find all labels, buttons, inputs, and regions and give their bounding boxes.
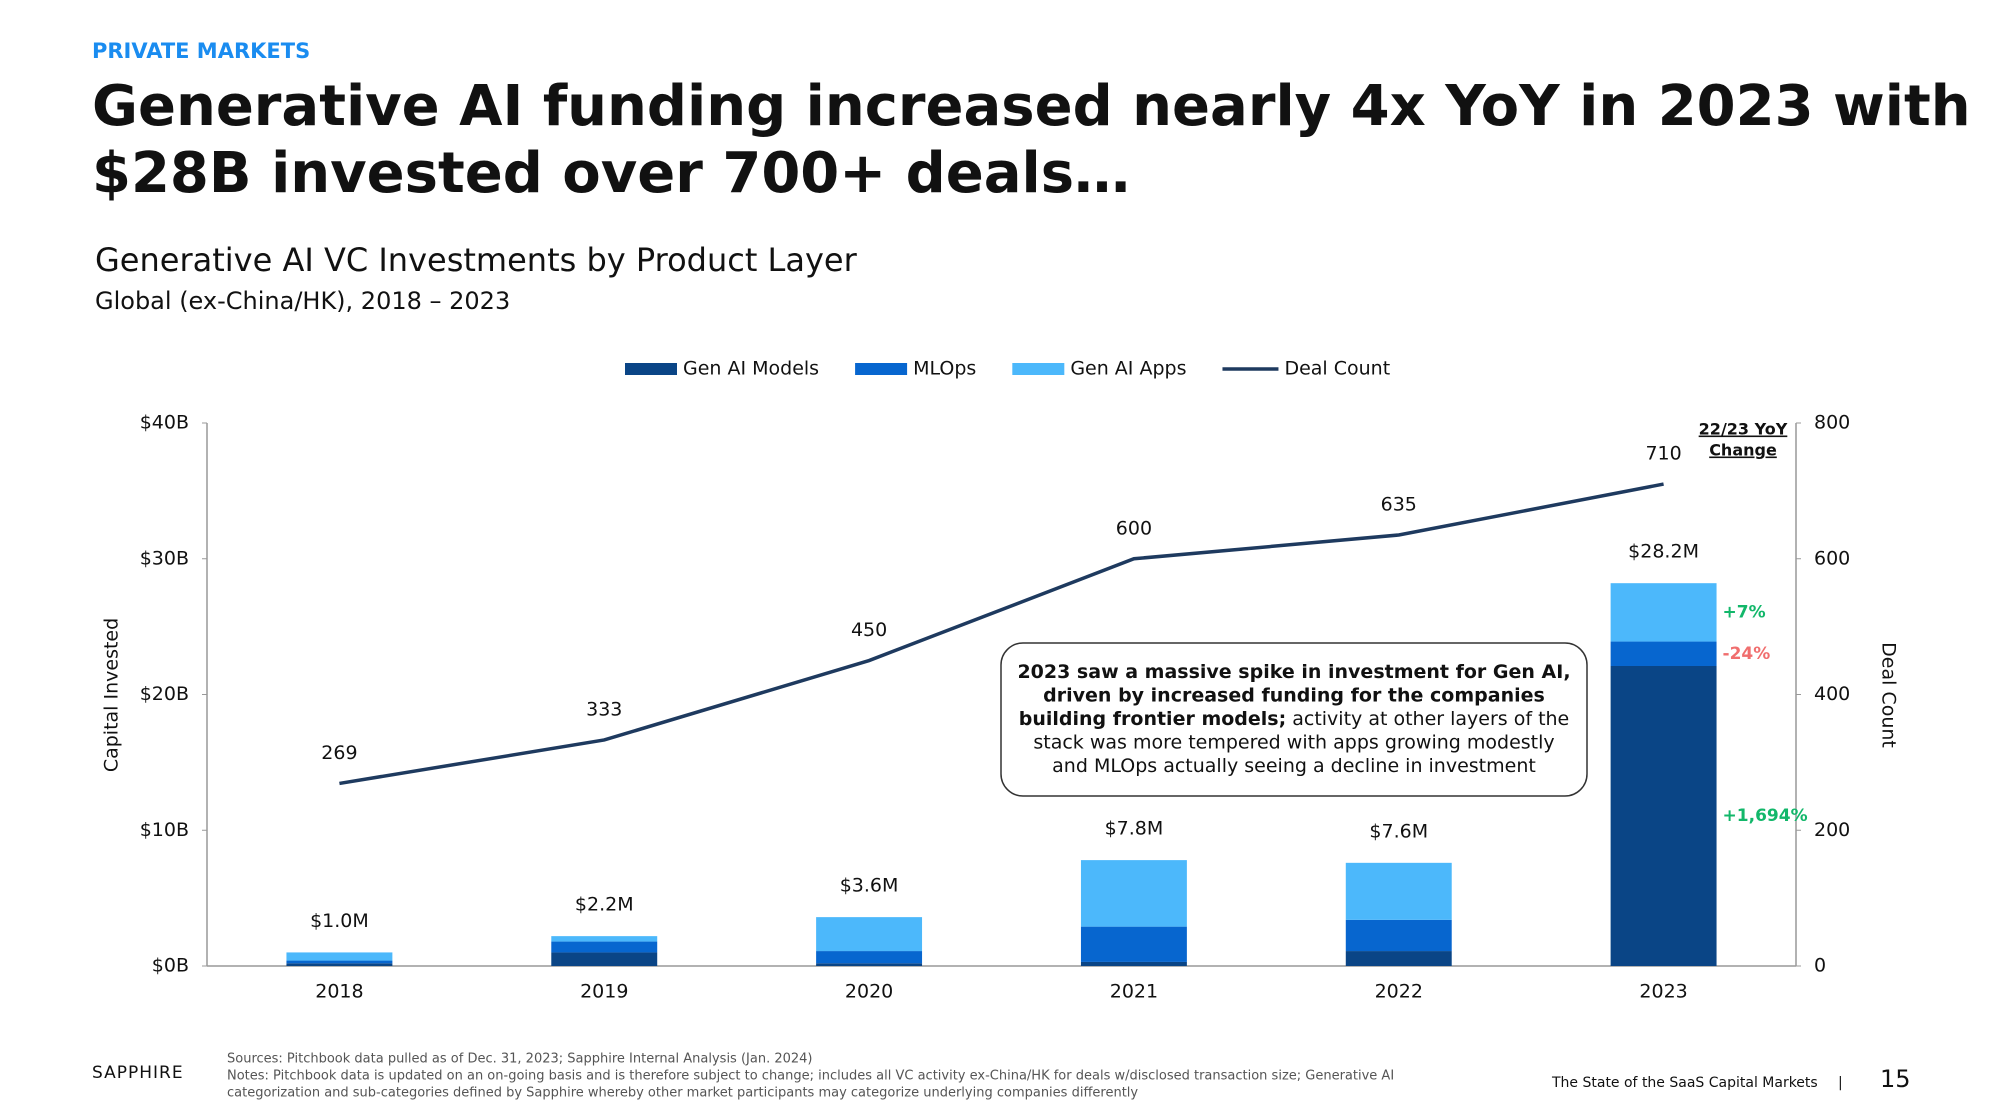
y2-tick-label: 800 [1814, 412, 1850, 434]
legend-label: Deal Count [1284, 358, 1390, 380]
yoy-header: Change [1709, 441, 1777, 460]
yoy-header: 22/23 YoY [1699, 420, 1788, 439]
total-label: $7.8M [1105, 818, 1164, 840]
title-line: Generative AI funding increased nearly 4… [92, 74, 1971, 139]
bar-segment [286, 952, 393, 961]
footnote: Notes: Pitchbook data is updated on an o… [227, 1069, 1394, 1084]
bar-segment [1080, 961, 1187, 966]
callout-segment: 2023 saw a massive spike in investment f… [1017, 661, 1570, 683]
x-tick-label: 2020 [845, 981, 893, 1003]
y2-tick-label: 600 [1814, 547, 1850, 569]
y-tick-label: $0B [152, 955, 189, 977]
separator: | [1838, 1075, 1843, 1091]
bar-segment [816, 963, 923, 966]
callout-box [1000, 642, 1588, 797]
y-axis-title: Capital Invested [101, 618, 123, 772]
x-tick-label: 2022 [1375, 981, 1423, 1003]
deal-count-line [339, 482, 1664, 786]
brand: SAPPHIRE [92, 1063, 184, 1083]
callout-segment: building frontier models; [1019, 708, 1286, 730]
bar-segment [1080, 860, 1187, 927]
deal-count-label: 600 [1116, 517, 1152, 539]
footnote: Sources: Pitchbook data pulled as of Dec… [227, 1052, 813, 1067]
callout-text: 2023 saw a massive spike in investment f… [1017, 661, 1570, 683]
bar-segment [551, 941, 658, 953]
bar-segment [1610, 641, 1717, 666]
y2-tick-label: 400 [1814, 683, 1850, 705]
total-label: $1.0M [310, 910, 369, 932]
callout-text: and MLOps actually seeing a decline in i… [1052, 755, 1536, 777]
callout-text: building frontier models; activity at ot… [1019, 708, 1570, 730]
bar-segment [1345, 919, 1452, 952]
deal-count-label: 333 [586, 698, 622, 720]
callout-segment: and MLOps actually seeing a decline in i… [1052, 755, 1536, 777]
x-tick-label: 2018 [315, 981, 363, 1003]
legend-swatch [1012, 363, 1065, 375]
x-tick-label: 2021 [1110, 981, 1158, 1003]
footnote: categorization and sub-categories define… [227, 1086, 1138, 1101]
deal-count-label: 710 [1645, 443, 1681, 465]
y-tick-label: $20B [140, 683, 189, 705]
y2-tick-label: 200 [1814, 819, 1850, 841]
legend-label: Gen AI Apps [1070, 358, 1186, 380]
bar-segment [286, 963, 393, 966]
total-label: $7.6M [1369, 820, 1428, 842]
yoy-change: +1,694% [1723, 806, 1808, 826]
bar-segment [1610, 583, 1717, 642]
report-name: The State of the SaaS Capital Markets [1551, 1075, 1818, 1091]
chart-subtitle: Global (ex-China/HK), 2018 – 2023 [95, 287, 510, 315]
title-line: $28B invested over 700+ deals… [92, 141, 1130, 206]
bar-segment [816, 917, 923, 952]
callout-text: stack was more tempered with apps growin… [1033, 731, 1554, 753]
bar-segment [286, 960, 393, 964]
callout-text: driven by increased funding for the comp… [1043, 684, 1545, 706]
legend-label: MLOps [913, 358, 976, 380]
y2-tick-label: 0 [1814, 955, 1826, 977]
bar-segment [1610, 665, 1717, 966]
deal-count-label: 450 [851, 619, 887, 641]
deal-count-label: 635 [1381, 493, 1417, 515]
bar-segment [1345, 862, 1452, 920]
total-label: $28.2M [1628, 541, 1699, 563]
yoy-change: +7% [1723, 602, 1766, 622]
eyebrow: PRIVATE MARKETS [92, 39, 310, 63]
callout-segment: stack was more tempered with apps growin… [1033, 731, 1554, 753]
y-tick-label: $30B [140, 547, 189, 569]
bar-segment [551, 936, 658, 942]
callout-segment: activity at other layers of the [1286, 708, 1569, 730]
deal-count-label: 269 [321, 742, 357, 764]
bar-segment [1345, 951, 1452, 966]
y-tick-label: $10B [140, 819, 189, 841]
legend-swatch [855, 363, 908, 375]
page-number: 15 [1880, 1065, 1911, 1093]
legend-label: Gen AI Models [683, 358, 819, 380]
bar-segment [816, 951, 923, 964]
chart-title: Generative AI VC Investments by Product … [95, 241, 858, 279]
total-label: $2.2M [575, 894, 634, 916]
bar-segment [551, 952, 658, 966]
callout-segment: driven by increased funding for the comp… [1043, 684, 1545, 706]
legend-swatch [625, 363, 677, 375]
y-tick-label: $40B [140, 412, 189, 434]
y2-axis-title: Deal Count [1878, 642, 1900, 748]
yoy-change: -24% [1723, 644, 1771, 664]
bar-segment [1080, 926, 1187, 962]
x-tick-label: 2019 [580, 981, 628, 1003]
x-tick-label: 2023 [1639, 981, 1687, 1003]
total-label: $3.6M [840, 875, 899, 897]
